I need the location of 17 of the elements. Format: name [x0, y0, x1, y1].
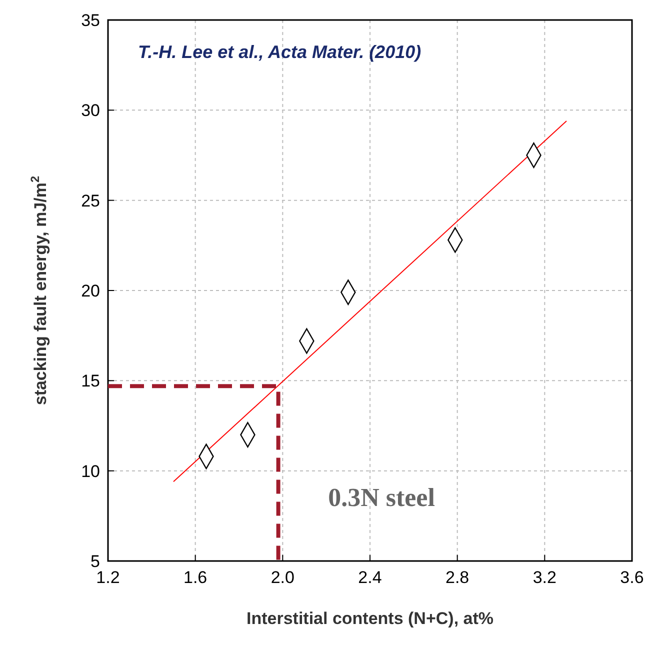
- x-tick-label: 3.6: [620, 568, 644, 587]
- x-axis-title: Interstitial contents (N+C), at%: [246, 609, 494, 628]
- annotation: T.-H. Lee et al., Acta Mater. (2010): [138, 42, 422, 62]
- x-tick-label: 2.8: [446, 568, 470, 587]
- annotation: 0.3N steel: [328, 483, 435, 512]
- x-tick-label: 2.4: [358, 568, 382, 587]
- y-tick-label: 35: [81, 11, 100, 30]
- x-tick-label: 1.2: [96, 568, 120, 587]
- y-tick-label: 15: [81, 372, 100, 391]
- x-tick-label: 3.2: [532, 568, 556, 587]
- y-tick-label: 10: [81, 462, 100, 481]
- y-tick-label: 20: [81, 282, 100, 300]
- y-tick-label: 25: [81, 191, 100, 210]
- x-tick-label: 2.0: [270, 568, 294, 587]
- y-tick-label: 5: [90, 552, 100, 571]
- x-tick-label: 1.6: [184, 568, 208, 587]
- y-tick-label: 30: [81, 101, 100, 120]
